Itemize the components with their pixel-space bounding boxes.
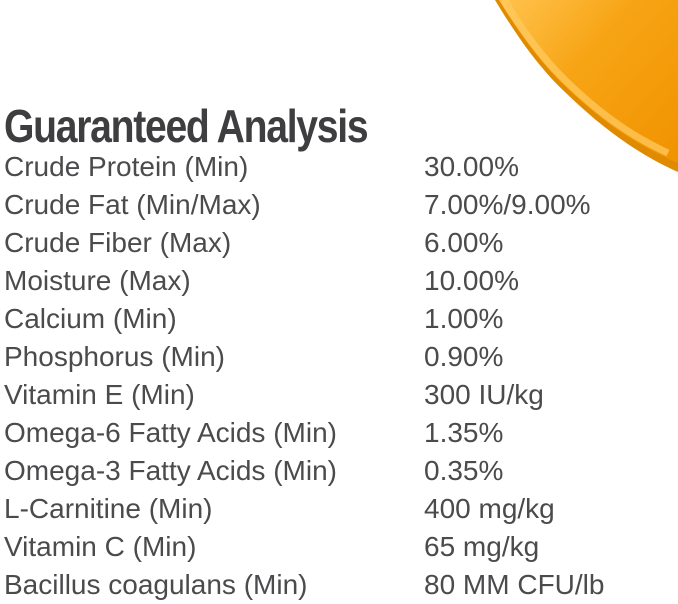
swoosh-body (499, 0, 678, 163)
analysis-row: Crude Protein (Min) 30.00% (4, 148, 678, 186)
nutrient-value: 10.00% (424, 265, 519, 296)
analysis-row: Vitamin E (Min) 300 IU/kg (4, 376, 678, 414)
analysis-row: Bacillus coagulans (Min) 80 MM CFU/lb (4, 566, 678, 604)
nutrient-value: 1.00% (424, 303, 504, 334)
analysis-row: Omega-6 Fatty Acids (Min) 1.35% (4, 414, 678, 452)
nutrient-label: Crude Protein (Min) (4, 151, 249, 182)
analysis-row: Crude Fiber (Max) 6.00% (4, 224, 678, 262)
nutrient-label: Vitamin E (Min) (4, 379, 195, 410)
analysis-row: Crude Fat (Min/Max) 7.00%/9.00% (4, 186, 678, 224)
nutrient-value: 300 IU/kg (424, 379, 544, 410)
nutrient-value: 0.35% (424, 455, 504, 486)
guaranteed-analysis-table: Crude Protein (Min) 30.00% Crude Fat (Mi… (4, 148, 678, 604)
analysis-row: Calcium (Min) 1.00% (4, 300, 678, 338)
nutrient-value: 0.90% (424, 341, 504, 372)
nutrient-value: 7.00%/9.00% (424, 189, 591, 220)
nutrient-value: 6.00% (424, 227, 504, 258)
page-title: Guaranteed Analysis (4, 99, 369, 152)
nutrient-label: Omega-3 Fatty Acids (Min) (4, 455, 337, 486)
analysis-row: Phosphorus (Min) 0.90% (4, 338, 678, 376)
analysis-row: Omega-3 Fatty Acids (Min) 0.35% (4, 452, 678, 490)
swoosh-highlight (500, 0, 670, 157)
nutrient-value: 30.00% (424, 151, 519, 182)
nutrient-value: 65 mg/kg (424, 531, 540, 562)
nutrient-label: L-Carnitine (Min) (4, 493, 213, 524)
nutrient-value: 400 mg/kg (424, 493, 555, 524)
analysis-row: Moisture (Max) 10.00% (4, 262, 678, 300)
nutrient-label: Phosphorus (Min) (4, 341, 225, 372)
nutrient-label: Crude Fat (Min/Max) (4, 189, 261, 220)
nutrient-label: Crude Fiber (Max) (4, 227, 232, 258)
swoosh-edge-rim (495, 0, 678, 172)
nutrient-label: Omega-6 Fatty Acids (Min) (4, 417, 337, 448)
nutrient-value: 1.35% (424, 417, 504, 448)
nutrient-label: Bacillus coagulans (Min) (4, 569, 308, 600)
nutrient-label: Moisture (Max) (4, 265, 191, 296)
analysis-row: Vitamin C (Min) 65 mg/kg (4, 528, 678, 566)
analysis-row: L-Carnitine (Min) 400 mg/kg (4, 490, 678, 528)
nutrient-label: Vitamin C (Min) (4, 531, 197, 562)
nutrient-value: 80 MM CFU/lb (424, 569, 605, 600)
nutrient-label: Calcium (Min) (4, 303, 177, 334)
